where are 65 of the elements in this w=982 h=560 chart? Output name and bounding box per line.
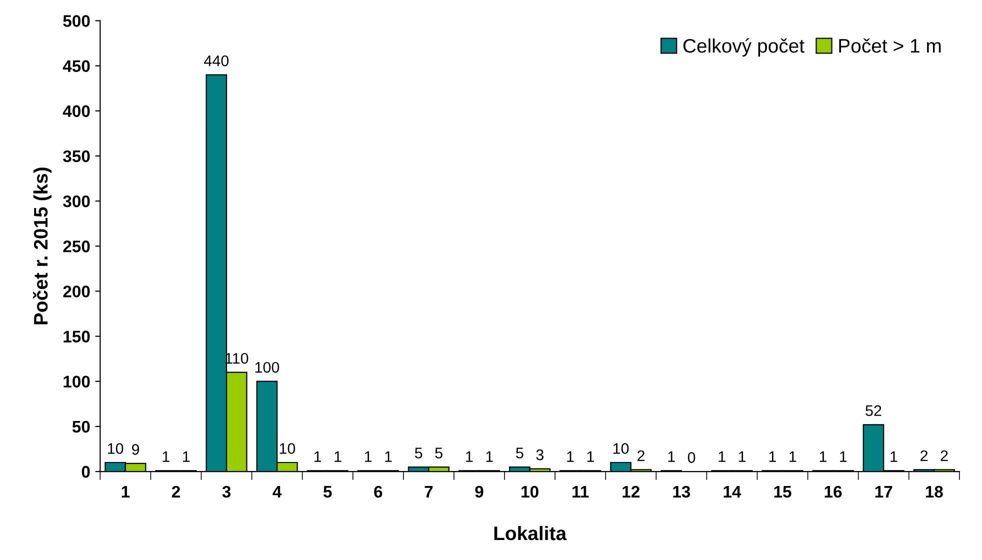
data-label: 1 [334,451,342,462]
x-tick-label: 11 [572,486,589,498]
y-tick-label: 200 [63,286,90,298]
data-label: 10 [613,443,629,454]
data-label: 3 [536,449,544,460]
y-tick-label: 100 [64,376,90,388]
data-label: 10 [108,443,124,454]
x-tick-label: 13 [673,486,690,498]
x-tick-label: 12 [622,486,640,498]
x-tick-label: 14 [724,486,742,498]
x-tick-label: 2 [172,486,180,498]
data-label: 1 [738,451,746,462]
data-label: 2 [940,450,948,461]
legend-label: Počet > 1 m [839,38,941,53]
y-tick-label: 350 [63,150,90,162]
data-label: 440 [204,55,229,66]
data-label: 1 [183,451,190,462]
x-tick-label: 3 [222,486,231,498]
x-tick-label: 1 [122,486,130,498]
x-tick-label: 17 [875,486,892,498]
y-axis-title: Počet r. 2015 (ks) [32,168,52,324]
data-label: 2 [920,450,928,461]
x-tick-label: 16 [824,486,842,498]
x-tick-label: 4 [272,486,282,498]
data-label: 1 [890,451,898,462]
data-label: 1 [466,451,473,462]
y-tick-label: 0 [82,466,90,478]
y-tick-label: 250 [63,240,90,252]
data-label: 10 [280,443,296,454]
y-tick-label: 50 [72,420,90,433]
x-tick-label: 10 [522,486,538,498]
data-label: 1 [718,451,726,462]
legend-label: Celkový počet [683,38,804,57]
data-label: 1 [314,451,322,462]
x-tick-label: 7 [424,486,433,498]
data-label: 5 [435,448,442,458]
data-label: 1 [840,451,847,462]
y-tick-label: 300 [63,195,90,208]
data-label: 5 [516,448,524,458]
x-tick-label: 9 [475,486,484,498]
x-tick-label: 15 [774,486,792,498]
x-tick-label: 18 [926,486,943,498]
data-label: 1 [587,451,594,462]
data-label: 2 [638,450,644,461]
x-tick-label: 5 [323,486,332,498]
y-tick-label: 150 [64,330,90,342]
data-label: 1 [820,451,826,462]
x-tick-label: 6 [374,486,382,498]
data-label: 52 [866,405,882,416]
data-label: 1 [486,451,493,462]
y-tick-label: 400 [62,105,90,118]
data-label: 100 [255,362,280,373]
data-label: 1 [790,451,796,462]
data-label: 5 [414,448,422,458]
data-label: 9 [132,444,140,455]
data-label: 1 [364,451,372,462]
data-label: 1 [385,451,392,462]
data-label: 1 [668,451,675,462]
data-label: 1 [769,451,776,462]
y-tick-label: 500 [63,15,90,27]
data-label: 0 [688,452,696,463]
data-label: 1 [162,451,170,462]
data-label: 1 [567,451,574,462]
y-tick-label: 450 [62,60,90,72]
x-axis-title: Lokalita [494,526,567,540]
